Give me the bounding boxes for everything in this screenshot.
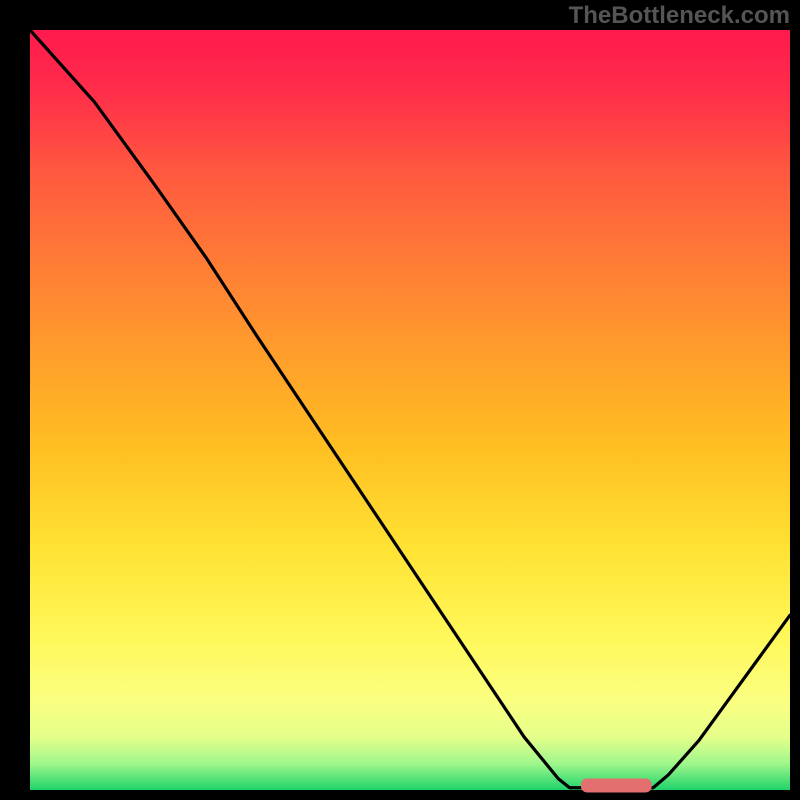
watermark-text: TheBottleneck.com bbox=[569, 2, 790, 30]
optimum-marker bbox=[581, 778, 652, 792]
plot-gradient-rect bbox=[30, 30, 790, 790]
chart-root: TheBottleneck.com bbox=[0, 0, 800, 800]
chart-svg bbox=[0, 0, 800, 800]
